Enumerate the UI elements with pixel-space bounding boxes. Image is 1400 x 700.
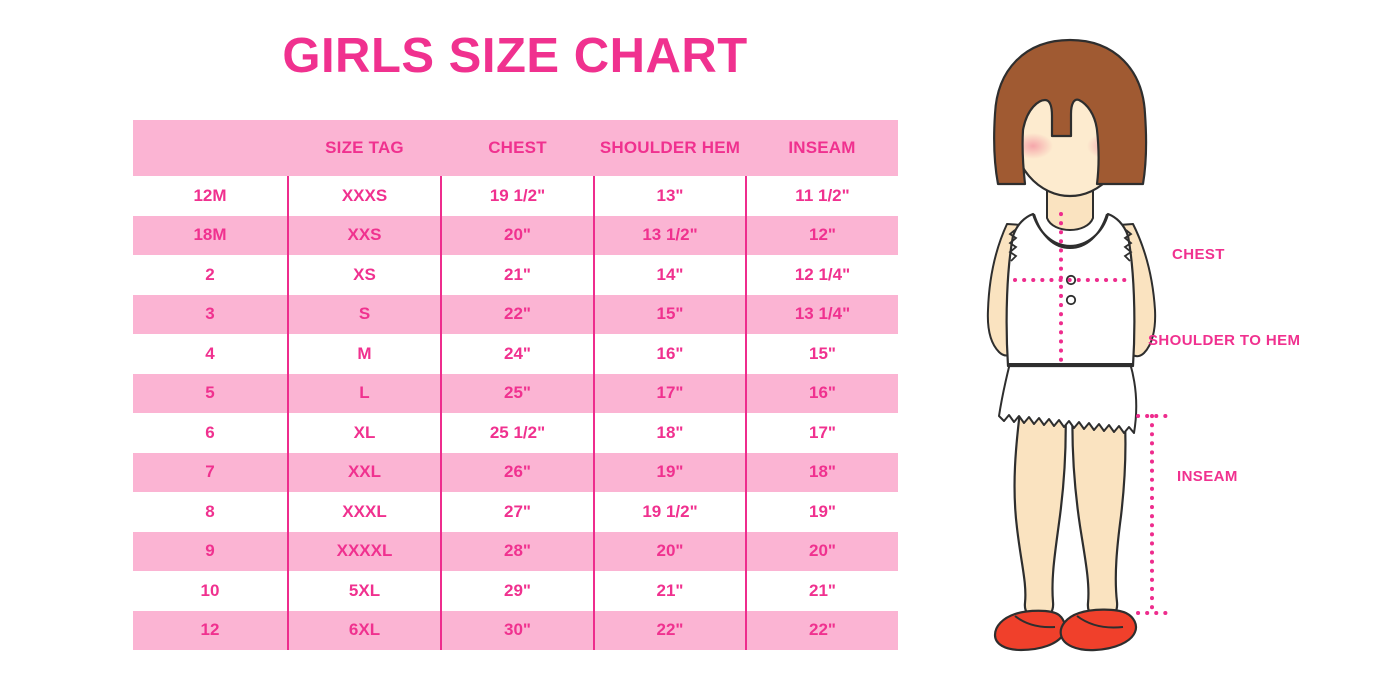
cell-chest: 21" [440,255,594,295]
cell-inseam: 22" [745,610,898,650]
cell-size: 7 [133,452,288,492]
cell-inseam: 16" [745,373,898,413]
table-row: 8 XXXL 27" 19 1/2" 19" [133,492,898,532]
table-row: 9 XXXXL 28" 20" 20" [133,531,898,571]
cell-inseam: 20" [745,531,898,571]
cell-shoulder-hem: 18" [593,413,746,453]
column-header-shoulder-hem: SHOULDER HEM [594,120,746,176]
page-title: GIRLS SIZE CHART [282,29,748,83]
table-row: 2 XS 21" 14" 12 1/4" [133,255,898,295]
column-header-size-tag: SIZE TAG [288,120,441,176]
cell-size: 5 [133,373,288,413]
size-table-container: SIZE TAG CHEST SHOULDER HEM INSEAM 12M XX… [133,120,898,650]
cell-size-tag: XXS [287,215,441,255]
cell-chest: 27" [440,492,594,532]
cell-chest: 28" [440,531,594,571]
measurement-guides [1013,212,1168,615]
cell-shoulder-hem: 20" [593,531,746,571]
table-row: 4 M 24" 16" 15" [133,334,898,374]
table-body: 12M XXXS 19 1/2" 13" 11 1/2" 18M XXS 20" 13 1/2"… [133,176,898,650]
ruffled-shorts [998,362,1138,434]
table-row: 7 XXL 26" 19" 18" [133,452,898,492]
cell-chest: 30" [440,610,594,650]
cell-size: 4 [133,334,288,374]
cell-size: 18M [133,215,288,255]
cell-inseam: 18" [745,452,898,492]
cell-inseam: 12 1/4" [745,255,898,295]
cell-inseam: 15" [745,334,898,374]
legs [1013,394,1127,621]
size-table: SIZE TAG CHEST SHOULDER HEM INSEAM 12M XX… [133,120,898,650]
girl-illustration [955,18,1245,658]
cell-inseam: 12" [745,215,898,255]
table-row: 18M XXS 20" 13 1/2" 12" [133,215,898,255]
cell-size-tag: XXXXL [287,531,441,571]
table-header-row: SIZE TAG CHEST SHOULDER HEM INSEAM [133,120,898,176]
top-garment [1005,212,1136,368]
cell-chest: 25 1/2" [440,413,594,453]
cell-chest: 26" [440,452,594,492]
cell-size-tag: XS [287,255,441,295]
cell-chest: 19 1/2" [440,176,594,216]
cell-shoulder-hem: 19 1/2" [593,492,746,532]
button-lower [1065,294,1077,306]
cell-size: 3 [133,294,288,334]
cell-shoulder-hem: 19" [593,452,746,492]
cell-size: 9 [133,531,288,571]
cell-size-tag: L [287,373,441,413]
cell-inseam: 17" [745,413,898,453]
head [993,38,1148,198]
cell-size: 2 [133,255,288,295]
cell-inseam: 21" [745,571,898,611]
cell-shoulder-hem: 14" [593,255,746,295]
cell-size-tag: 5XL [287,571,441,611]
column-header-inseam: INSEAM [746,120,898,176]
cell-shoulder-hem: 16" [593,334,746,374]
cell-shoulder-hem: 22" [593,610,746,650]
cell-inseam: 19" [745,492,898,532]
cell-chest: 20" [440,215,594,255]
cell-shoulder-hem: 13" [593,176,746,216]
cell-size-tag: 6XL [287,610,441,650]
cell-size-tag: XXL [287,452,441,492]
table-row: 5 L 25" 17" 16" [133,373,898,413]
cell-size: 12M [133,176,288,216]
table-row: 6 XL 25 1/2" 18" 17" [133,413,898,453]
cell-chest: 22" [440,294,594,334]
cell-size: 10 [133,571,288,611]
cell-size: 6 [133,413,288,453]
table-row: 12 6XL 30" 22" 22" [133,610,898,650]
hair [993,38,1148,186]
table-row: 3 S 22" 15" 13 1/4" [133,294,898,334]
table-row: 12M XXXS 19 1/2" 13" 11 1/2" [133,176,898,216]
neck [1046,185,1094,231]
table-row: 10 5XL 29" 21" 21" [133,571,898,611]
cell-inseam: 13 1/4" [745,294,898,334]
cell-chest: 25" [440,373,594,413]
cell-chest: 29" [440,571,594,611]
column-header-size [133,120,288,176]
cell-shoulder-hem: 15" [593,294,746,334]
cell-size-tag: XL [287,413,441,453]
shoes [993,608,1138,652]
cell-inseam: 11 1/2" [745,176,898,216]
cell-size: 12 [133,610,288,650]
cell-shoulder-hem: 13 1/2" [593,215,746,255]
column-header-chest: CHEST [441,120,594,176]
cell-size-tag: S [287,294,441,334]
cell-chest: 24" [440,334,594,374]
cell-size-tag: M [287,334,441,374]
cell-size-tag: XXXS [287,176,441,216]
cell-size-tag: XXXL [287,492,441,532]
cell-shoulder-hem: 17" [593,373,746,413]
cell-size: 8 [133,492,288,532]
cell-shoulder-hem: 21" [593,571,746,611]
